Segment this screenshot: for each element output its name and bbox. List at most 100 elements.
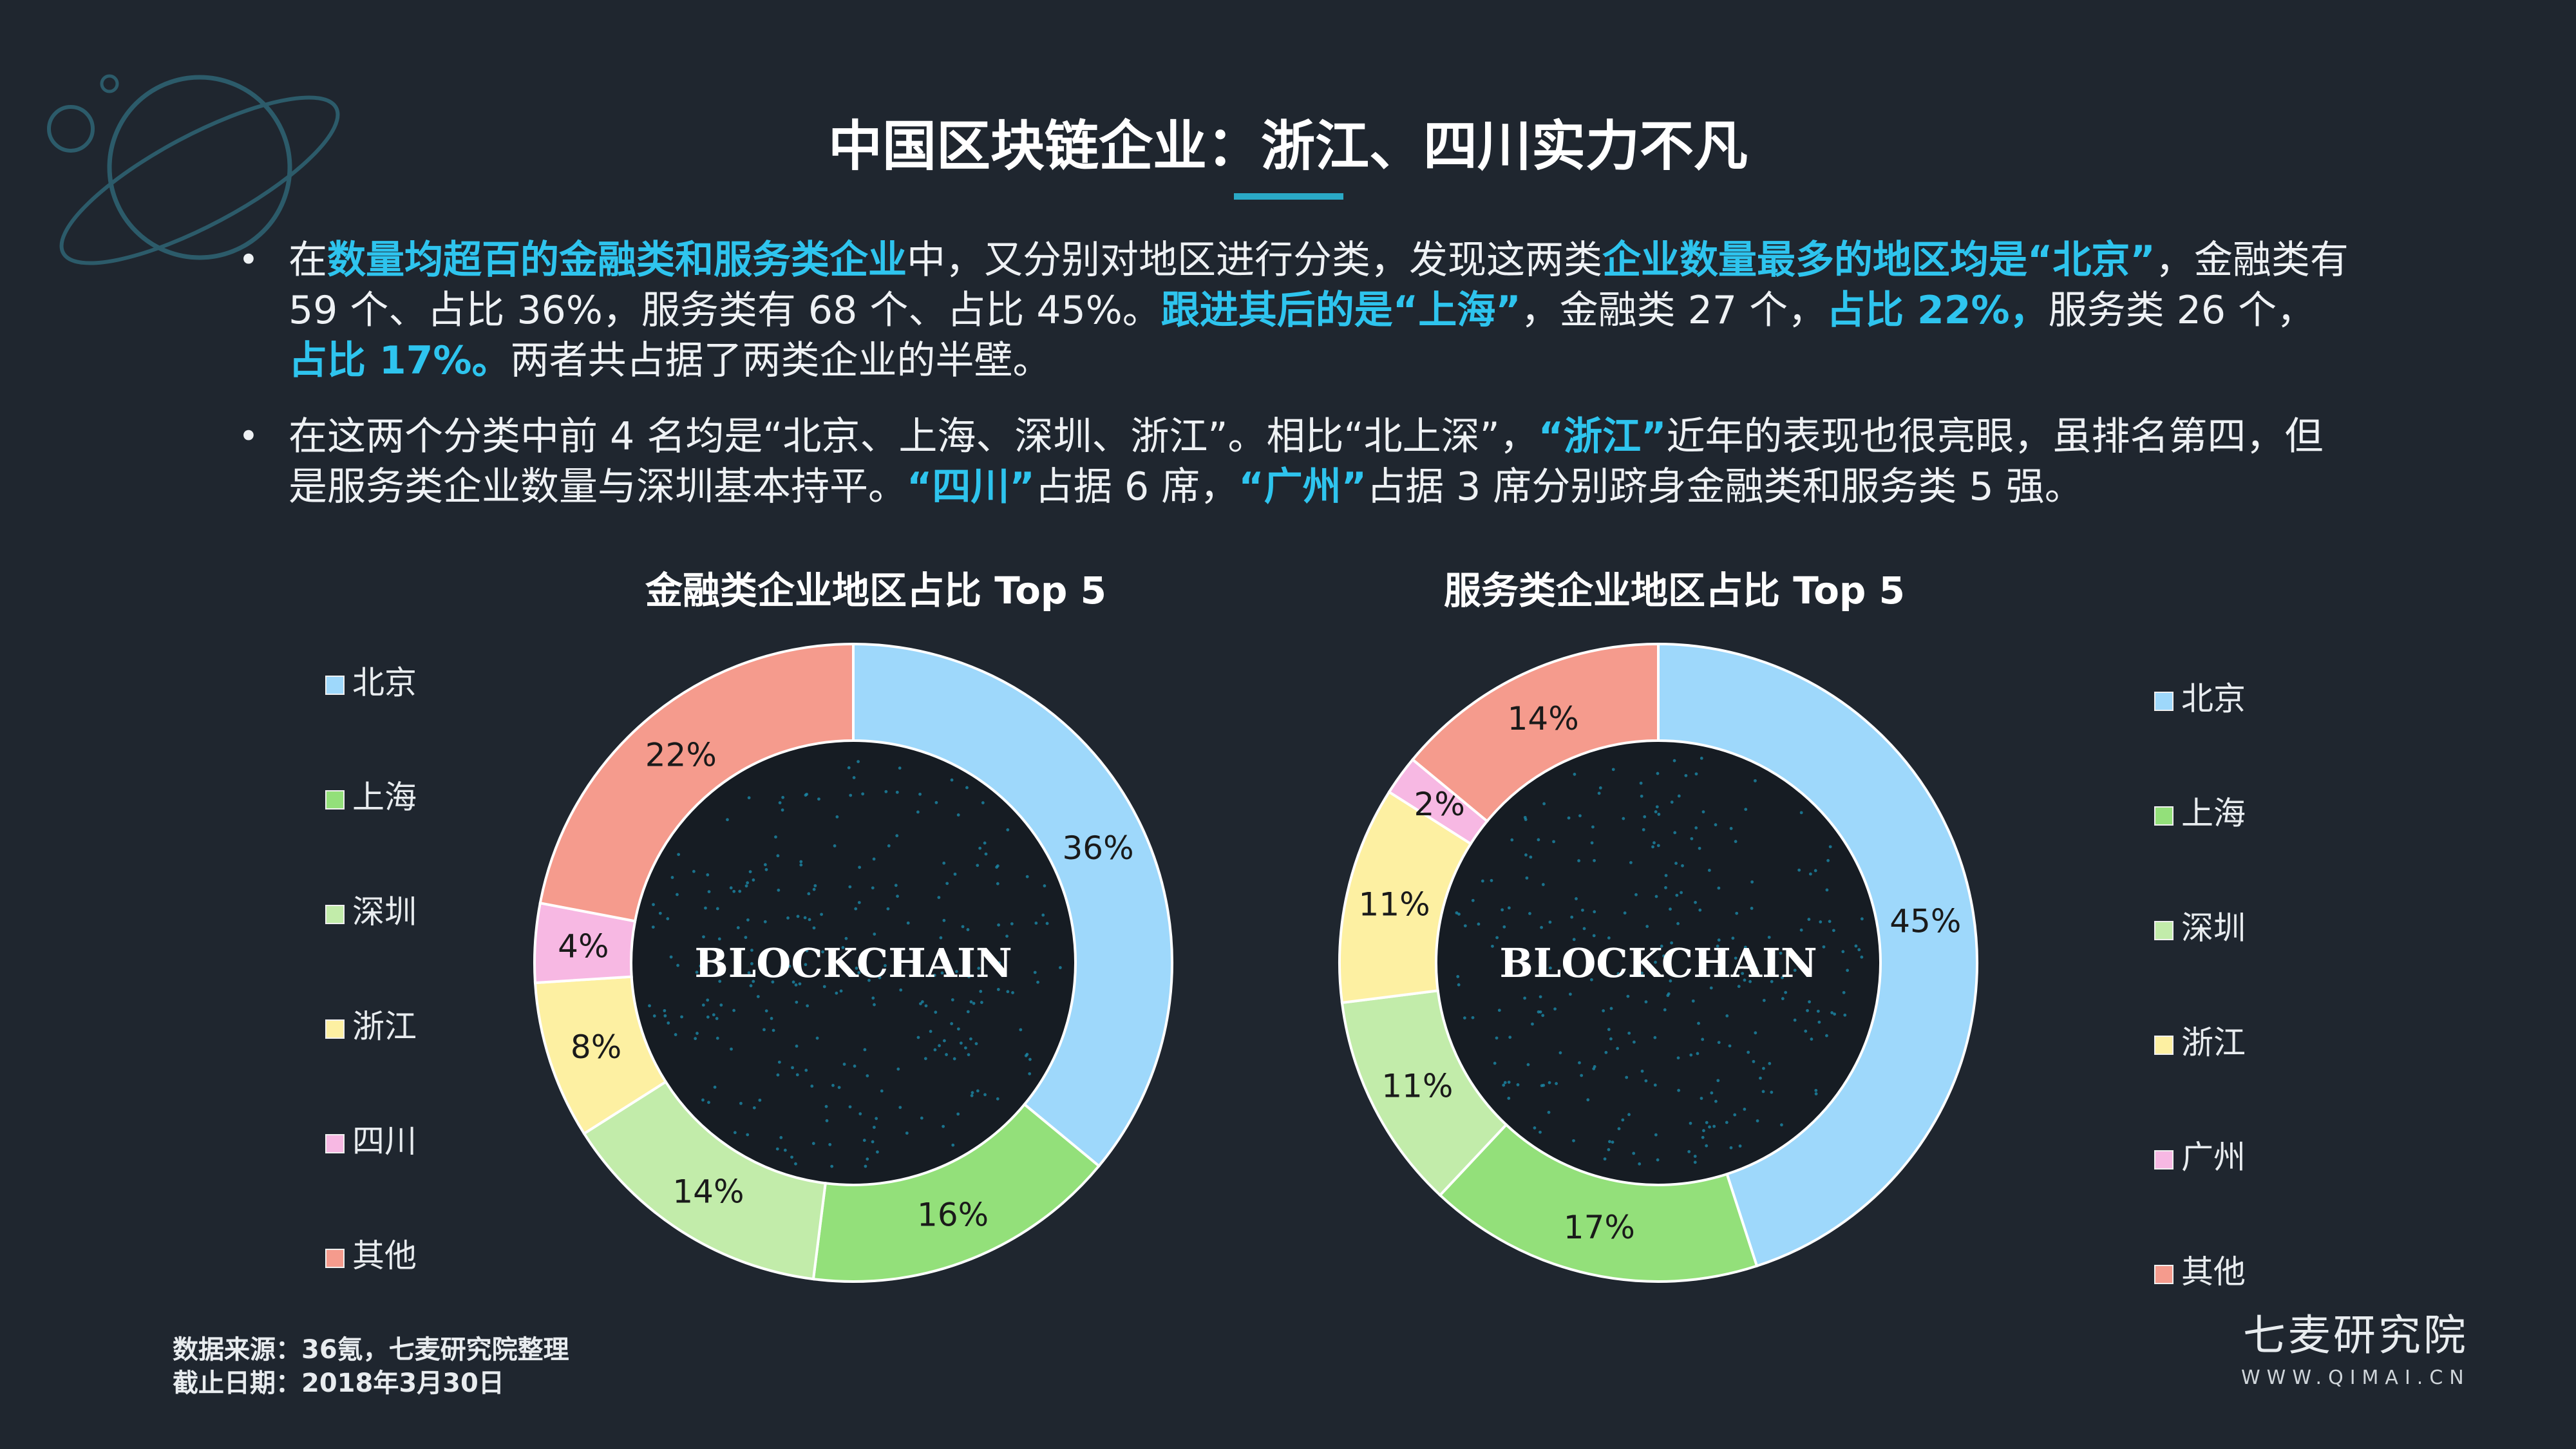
network-dot	[857, 901, 861, 904]
network-dot	[1784, 990, 1788, 994]
network-dot	[1539, 995, 1542, 999]
bullet-marker: •	[238, 240, 259, 280]
network-dot	[929, 1030, 933, 1033]
network-dot	[707, 890, 711, 894]
network-dot	[1674, 862, 1678, 865]
network-dot	[969, 1000, 973, 1004]
network-dot	[1471, 1016, 1475, 1019]
network-dot	[764, 867, 768, 871]
network-dot	[1717, 886, 1721, 890]
network-dot	[849, 793, 853, 797]
network-dot	[1578, 1061, 1581, 1065]
network-dot	[1655, 805, 1659, 809]
network-dot	[719, 1003, 723, 1007]
network-dot	[1019, 1028, 1023, 1032]
network-dot	[804, 1068, 808, 1072]
network-dot	[648, 1004, 651, 1008]
network-dot	[1797, 868, 1801, 872]
network-dot	[788, 964, 791, 968]
network-dot	[1653, 1083, 1657, 1087]
donut-slice-北京	[852, 642, 1173, 1168]
body-text: 两者共占据了两类企业的半壁。	[510, 338, 1052, 383]
network-dot	[1541, 1014, 1545, 1018]
network-dot	[833, 844, 837, 848]
network-dot	[1471, 898, 1475, 902]
network-dot	[996, 864, 999, 867]
network-dot	[1590, 978, 1593, 981]
network-dot	[1507, 1081, 1511, 1084]
network-dot	[1058, 966, 1062, 969]
network-dot	[651, 925, 655, 929]
network-dot	[736, 926, 740, 929]
network-dot	[971, 1091, 974, 1095]
network-dot	[1034, 921, 1038, 925]
network-dot	[828, 1142, 832, 1146]
network-dot	[1552, 840, 1555, 844]
legend-label: 其他	[2181, 1253, 2246, 1291]
network-dot	[1010, 922, 1014, 925]
network-dot	[1826, 858, 1830, 862]
network-dot	[718, 980, 722, 983]
network-dot	[1680, 891, 1683, 895]
network-dot	[1762, 999, 1766, 1002]
network-dot	[762, 1028, 766, 1032]
network-dot	[798, 982, 802, 986]
network-dot	[942, 918, 946, 922]
network-dot	[1748, 980, 1752, 983]
network-dot	[811, 1142, 815, 1145]
network-dot	[715, 1036, 719, 1040]
network-dot	[839, 989, 843, 993]
network-dot	[1714, 1099, 1718, 1103]
network-dot	[1669, 979, 1672, 983]
network-dot	[1602, 1009, 1605, 1012]
network-dot	[1537, 1010, 1540, 1014]
network-dot	[1725, 1121, 1728, 1124]
network-dot	[805, 949, 809, 952]
network-dot	[945, 882, 949, 886]
finance-donut-chart: 36% 16% 14% 8% 4% 22% BLOCKCHAIN	[533, 642, 1173, 1283]
network-dot	[772, 1028, 775, 1032]
network-dot	[1463, 1016, 1466, 1020]
network-dot	[1516, 1083, 1520, 1086]
donut-slice-北京	[1657, 642, 1978, 1268]
network-dot	[965, 786, 969, 790]
body-text: 占据 3 席分别跻身金融类和服务类 5 强。	[1367, 464, 2083, 509]
network-dot	[1799, 928, 1803, 932]
network-dot	[1581, 908, 1584, 912]
donut-center	[1436, 741, 1880, 1185]
network-dot	[1524, 853, 1528, 857]
network-dot	[806, 1004, 810, 1008]
network-dot	[1747, 1050, 1750, 1054]
highlight-text: 占比 17%。	[289, 338, 511, 383]
page-title: 中国区块链企业：浙江、四川实力不凡	[828, 115, 1748, 178]
network-dot	[815, 1036, 819, 1040]
center-label: BLOCKCHAIN	[694, 940, 1012, 987]
network-dot	[1700, 756, 1703, 760]
network-dot	[1717, 1041, 1721, 1045]
network-dot	[652, 1014, 656, 1018]
network-dot	[1793, 969, 1797, 972]
network-dot	[1825, 888, 1829, 892]
network-dot	[794, 1162, 797, 1166]
network-dot	[1828, 845, 1832, 849]
network-dot	[1568, 992, 1572, 996]
network-dot	[1028, 1057, 1032, 1061]
network-dot	[875, 1117, 878, 1121]
legend-swatch	[2154, 1265, 2174, 1284]
network-dot	[1477, 922, 1481, 926]
network-dot	[844, 936, 848, 940]
network-dot	[1510, 838, 1514, 842]
network-dot	[1712, 1124, 1716, 1128]
network-dot	[717, 937, 721, 941]
network-dot	[758, 1098, 762, 1102]
network-dot	[1743, 978, 1747, 982]
network-dot	[746, 881, 750, 885]
network-dot	[750, 949, 753, 952]
body-text: 在这两个分类中前 4 名均是“北京、上海、深圳、浙江”。相比“北上深”，	[289, 414, 1539, 459]
network-dot	[795, 1044, 799, 1048]
network-dot	[713, 1085, 717, 1089]
donut-slice-上海	[1438, 1122, 1759, 1283]
legend-item: 浙江	[2154, 1017, 2246, 1063]
network-dot	[1701, 810, 1705, 814]
network-dot	[1808, 872, 1812, 876]
